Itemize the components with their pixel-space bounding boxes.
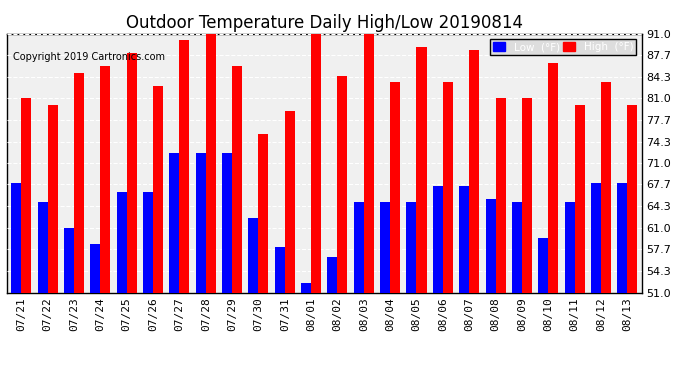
Bar (591, 183, 601, 292)
Bar (390, 82, 400, 292)
Bar (380, 202, 390, 292)
Bar (170, 153, 179, 292)
Bar (101, 66, 110, 292)
Bar (48, 105, 58, 292)
Title: Outdoor Temperature Daily High/Low 20190814: Outdoor Temperature Daily High/Low 20190… (126, 14, 523, 32)
Bar (486, 199, 495, 292)
Bar (627, 105, 638, 292)
Bar (38, 202, 48, 292)
Bar (301, 283, 311, 292)
Bar (259, 134, 268, 292)
Bar (143, 192, 153, 292)
Bar (222, 153, 232, 292)
Bar (74, 73, 84, 292)
Text: Copyright 2019 Cartronics.com: Copyright 2019 Cartronics.com (13, 52, 165, 62)
Bar (512, 202, 522, 292)
Bar (117, 192, 127, 292)
Bar (495, 99, 506, 292)
Bar (469, 50, 479, 292)
Bar (285, 111, 295, 292)
Bar (196, 153, 206, 292)
Bar (548, 63, 558, 292)
Bar (232, 66, 242, 292)
Bar (275, 247, 285, 292)
Bar (248, 218, 259, 292)
Bar (64, 228, 74, 292)
Bar (617, 183, 627, 292)
Bar (311, 34, 321, 292)
Bar (179, 40, 190, 292)
Bar (206, 34, 216, 292)
Bar (459, 186, 469, 292)
Bar (127, 53, 137, 292)
Bar (354, 202, 364, 292)
Bar (575, 105, 584, 292)
Bar (90, 244, 101, 292)
Bar (538, 237, 548, 292)
Bar (11, 183, 21, 292)
Bar (601, 82, 611, 292)
Bar (564, 202, 575, 292)
Bar (21, 99, 32, 292)
Bar (406, 202, 417, 292)
Bar (522, 99, 532, 292)
Bar (337, 76, 348, 292)
Legend: Low  (°F), High  (°F): Low (°F), High (°F) (490, 39, 636, 55)
Bar (433, 186, 443, 292)
Bar (153, 86, 163, 292)
Bar (417, 47, 426, 292)
Bar (364, 34, 374, 292)
Bar (328, 257, 337, 292)
Bar (443, 82, 453, 292)
